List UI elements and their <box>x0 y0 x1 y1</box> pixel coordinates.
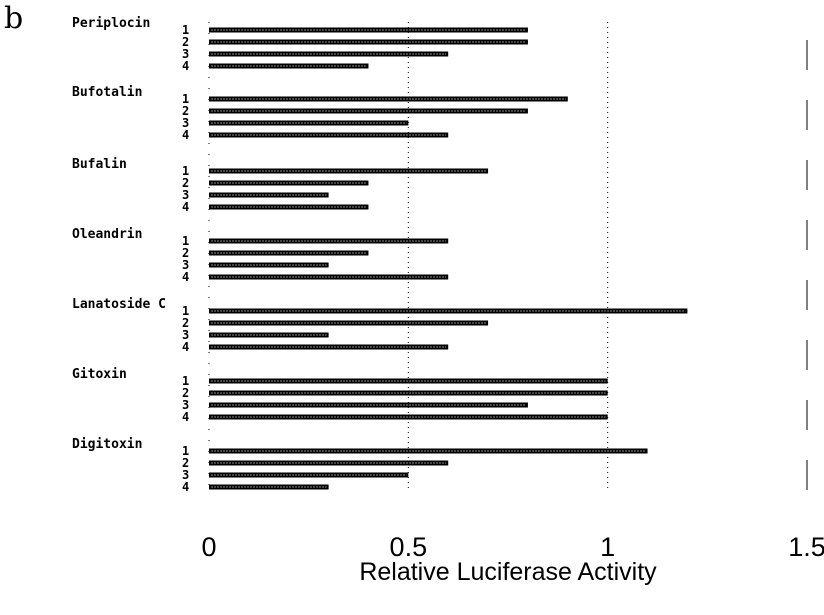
replicate-label: 1 <box>182 304 189 318</box>
replicate-label: 3 <box>182 116 189 130</box>
group-label: Bufotalin <box>72 85 142 100</box>
bar <box>209 378 608 384</box>
replicate-label: 4 <box>182 200 189 214</box>
group-label: Oleandrin <box>72 227 142 242</box>
replicate-label: 2 <box>182 246 189 260</box>
panel-label: b <box>4 1 23 36</box>
bar <box>209 204 369 210</box>
replicate-label: 2 <box>182 176 189 190</box>
replicate-label: 3 <box>182 258 189 272</box>
bar <box>209 414 608 420</box>
x-tick-label: 1.5 <box>788 532 824 562</box>
bar <box>209 390 608 396</box>
replicate-label: 2 <box>182 316 189 330</box>
replicate-label: 4 <box>182 59 189 73</box>
replicate-label: 1 <box>182 23 189 37</box>
group-label: Gitoxin <box>72 367 127 382</box>
replicate-label: 3 <box>182 47 189 61</box>
replicate-label: 4 <box>182 270 189 284</box>
replicate-label: 3 <box>182 328 189 342</box>
replicate-label: 4 <box>182 128 189 142</box>
x-tick-label: 1 <box>600 532 615 562</box>
replicate-label: 3 <box>182 398 189 412</box>
gridlines <box>208 22 808 492</box>
x-axis-label: Relative Luciferase Activity <box>359 558 657 586</box>
replicate-label: 1 <box>182 444 189 458</box>
replicate-label: 2 <box>182 456 189 470</box>
replicate-label: 1 <box>182 164 189 178</box>
x-tick-label: 0.5 <box>390 532 428 562</box>
bar <box>209 180 369 186</box>
replicate-label: 4 <box>182 410 189 424</box>
replicate-label: 2 <box>182 35 189 49</box>
replicate-label: 1 <box>182 92 189 106</box>
x-axis: 0 0.5 1 1.5 <box>201 532 824 562</box>
replicate-label: 4 <box>182 480 189 494</box>
group-label: Digitoxin <box>72 437 142 452</box>
x-tick-label: 0 <box>201 532 216 562</box>
replicate-label: 2 <box>182 104 189 118</box>
group-label: Bufalin <box>72 157 127 172</box>
replicate-label: 2 <box>182 386 189 400</box>
replicate-label: 3 <box>182 468 189 482</box>
replicate-label: 1 <box>182 374 189 388</box>
bars <box>209 27 688 490</box>
bar <box>209 63 369 69</box>
group-label: Periplocin <box>72 16 150 31</box>
replicate-label: 4 <box>182 340 189 354</box>
bar <box>209 250 369 256</box>
replicate-label: 1 <box>182 234 189 248</box>
bar <box>209 168 489 174</box>
bar <box>209 320 489 326</box>
group-label: Lanatoside C <box>72 297 166 312</box>
replicate-label: 3 <box>182 188 189 202</box>
